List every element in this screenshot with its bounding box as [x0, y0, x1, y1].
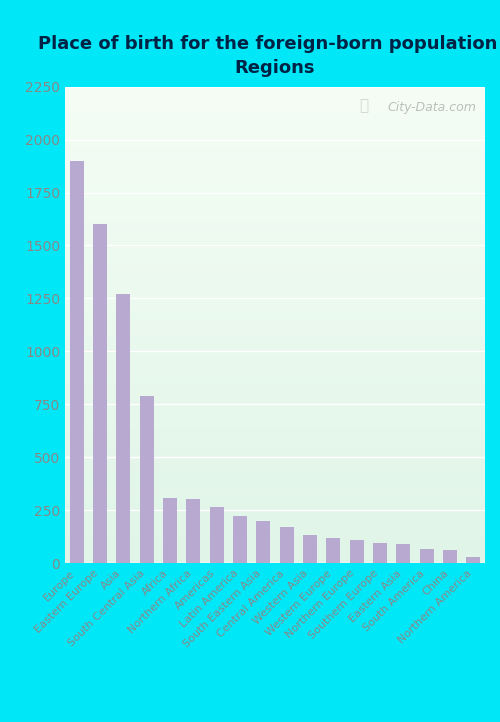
Bar [70, 161, 84, 563]
Bar [163, 497, 177, 563]
Bar [280, 527, 293, 563]
Bar [443, 550, 457, 563]
Bar [373, 543, 387, 563]
Bar [233, 516, 247, 563]
Bar [326, 538, 340, 563]
Bar [303, 534, 317, 563]
Text: City-Data.com: City-Data.com [388, 101, 476, 114]
Bar [396, 544, 410, 563]
Bar [256, 521, 270, 563]
Bar [93, 225, 107, 563]
Text: ⦾: ⦾ [359, 98, 368, 113]
Bar [466, 557, 480, 563]
Bar [140, 396, 153, 563]
Bar [350, 540, 364, 563]
Bar [186, 499, 200, 563]
Bar [420, 549, 434, 563]
Title: Place of birth for the foreign-born population -
Regions: Place of birth for the foreign-born popu… [38, 35, 500, 77]
Bar [116, 294, 130, 563]
Bar [210, 507, 224, 563]
